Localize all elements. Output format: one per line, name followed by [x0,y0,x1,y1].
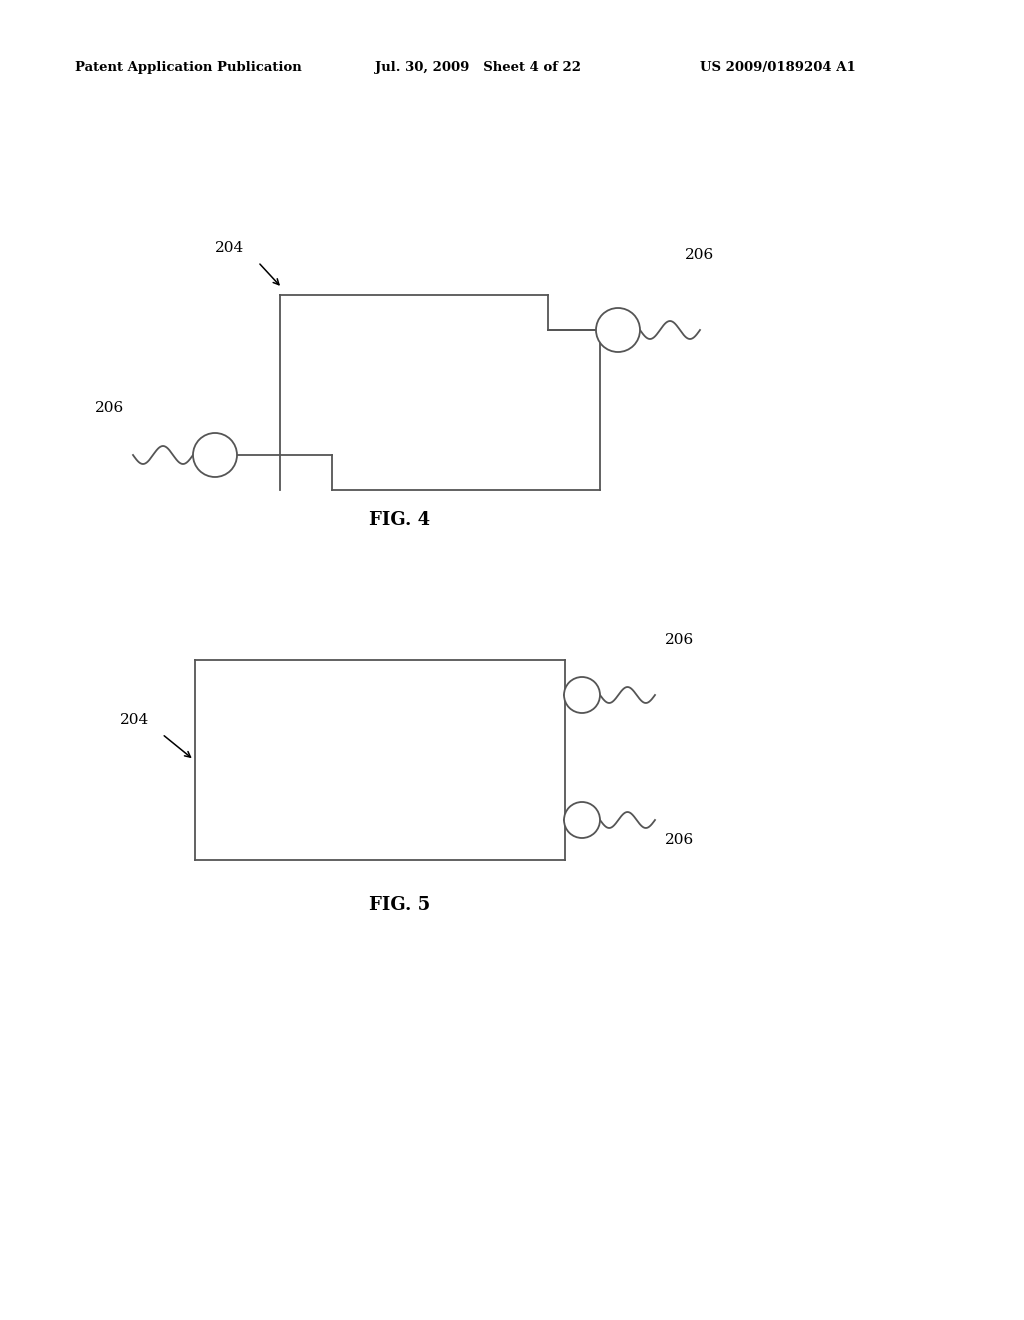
Text: 206: 206 [666,833,694,847]
Text: 206: 206 [685,248,715,261]
Text: Patent Application Publication: Patent Application Publication [75,62,302,74]
Text: US 2009/0189204 A1: US 2009/0189204 A1 [700,62,856,74]
Text: 204: 204 [121,713,150,727]
Text: 204: 204 [215,242,245,255]
Circle shape [596,308,640,352]
Text: FIG. 4: FIG. 4 [370,511,430,529]
Text: Jul. 30, 2009   Sheet 4 of 22: Jul. 30, 2009 Sheet 4 of 22 [375,62,581,74]
Text: 206: 206 [95,401,125,414]
Circle shape [564,677,600,713]
Text: 206: 206 [666,634,694,647]
Circle shape [193,433,237,477]
Circle shape [564,803,600,838]
Text: FIG. 5: FIG. 5 [370,896,431,913]
